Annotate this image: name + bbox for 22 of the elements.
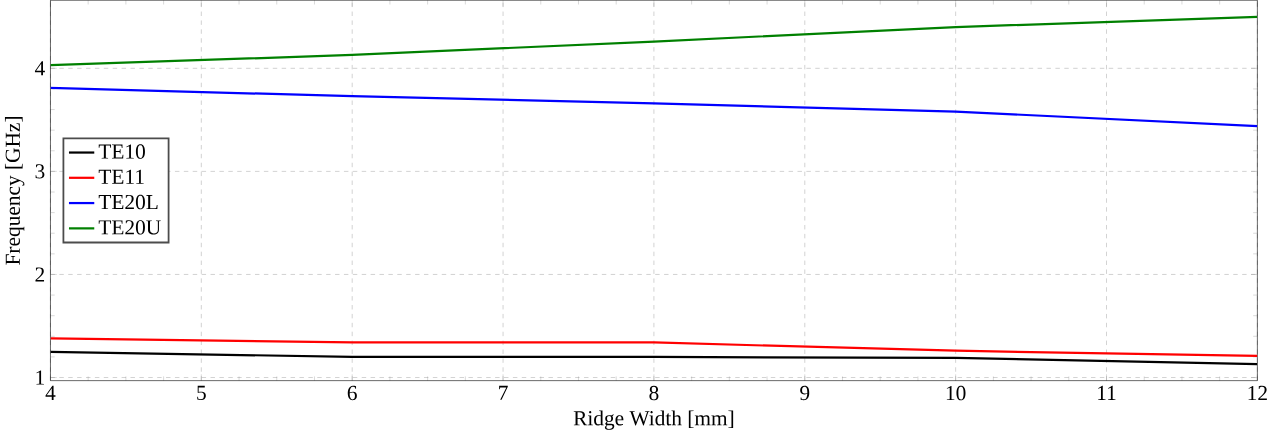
x-tick-label: 11 — [1098, 385, 1116, 401]
line-series — [50, 86, 1258, 128]
legend-label: TE10 — [98, 144, 145, 159]
x-tick-label: 10 — [946, 385, 966, 401]
y-tick-label: 3 — [35, 164, 45, 179]
x-tick-label: 8 — [649, 385, 659, 401]
x-axis-title: Ridge Width [mm] — [573, 410, 734, 430]
y-tick-label: 2 — [35, 267, 45, 282]
y-axis-title: Frequency [GHz] — [4, 117, 25, 265]
legend-label: TE20L — [98, 194, 158, 210]
line-series — [50, 15, 1258, 67]
x-tick-label: 7 — [499, 385, 508, 400]
x-tick-label: 5 — [197, 385, 206, 401]
line-series — [50, 337, 1258, 358]
legend-label: TE11 — [98, 169, 144, 184]
y-tick-label: 4 — [34, 61, 45, 76]
x-tick-label: 12 — [1248, 385, 1267, 401]
x-tick-label: 6 — [347, 385, 357, 401]
y-tick-label: 1 — [36, 370, 44, 385]
legend-label: TE20U — [98, 220, 161, 235]
x-tick-label: 9 — [800, 385, 810, 401]
x-tick-label: 4 — [45, 385, 56, 400]
